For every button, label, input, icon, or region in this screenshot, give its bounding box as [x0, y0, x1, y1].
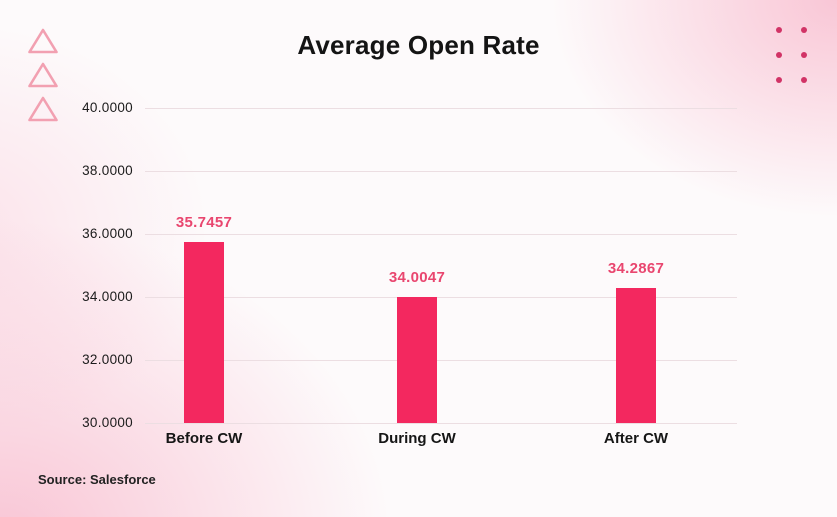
gridline [145, 108, 737, 109]
bar-chart-plot: 35.7457 34.0047 34.2867 [145, 108, 737, 424]
dot-icon [801, 27, 807, 33]
gridline [145, 297, 737, 298]
triangle-icon [28, 28, 58, 54]
gridline [145, 171, 737, 172]
y-axis-tick-label: 32.0000 [82, 352, 133, 367]
y-axis-tick-label: 30.0000 [82, 415, 133, 430]
gridline [145, 423, 737, 424]
bar-after-cw [616, 287, 656, 423]
triangle-icon [28, 62, 58, 88]
triangle-decoration-group [27, 27, 59, 123]
bar-before-cw [184, 242, 224, 423]
dot-icon [801, 52, 807, 58]
dot-icon [776, 77, 782, 83]
x-axis-category-label: During CW [378, 430, 456, 447]
gridline [145, 360, 737, 361]
y-axis-tick-label: 36.0000 [82, 226, 133, 241]
y-axis-tick-label: 40.0000 [82, 100, 133, 115]
bar-value-label: 34.2867 [607, 259, 665, 277]
gridline [145, 234, 737, 235]
dot-icon [776, 52, 782, 58]
x-axis-category-labels: Before CW During CW After CW [145, 430, 737, 452]
source-attribution: Source: Salesforce [38, 472, 156, 487]
dot-icon [776, 27, 782, 33]
x-axis-category-label: Before CW [165, 430, 243, 447]
bar-value-label: 34.0047 [388, 268, 446, 286]
triangle-icon [28, 96, 58, 122]
bar-value-label: 35.7457 [175, 214, 233, 232]
bar-during-cw [397, 296, 437, 423]
y-axis-tick-label: 38.0000 [82, 163, 133, 178]
y-axis-tick-label: 34.0000 [82, 289, 133, 304]
dots-decoration-grid [776, 27, 807, 83]
chart-title: Average Open Rate [297, 30, 540, 60]
x-axis-category-label: After CW [603, 430, 669, 447]
dot-icon [801, 77, 807, 83]
